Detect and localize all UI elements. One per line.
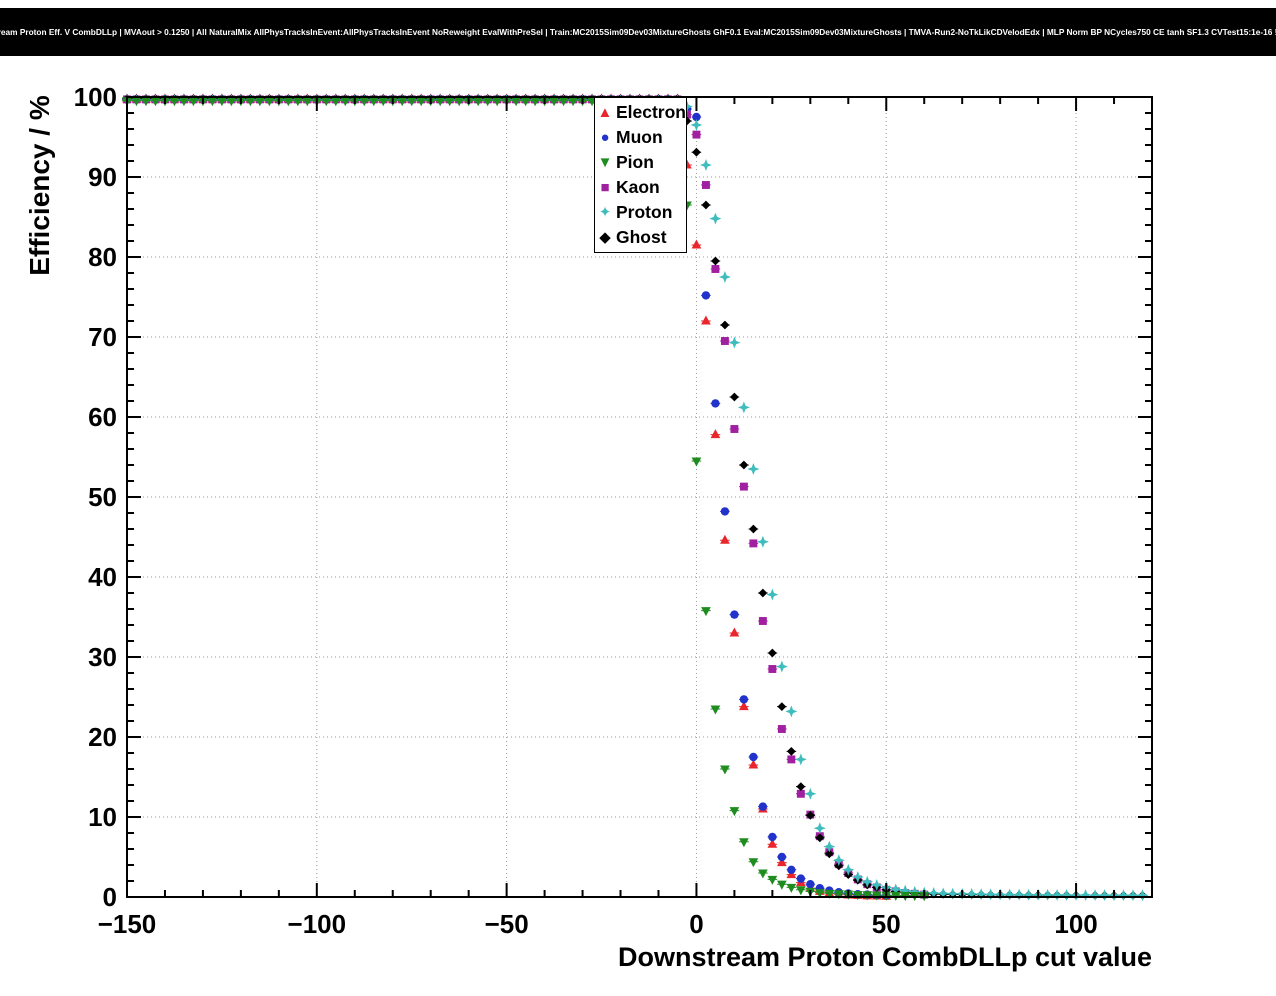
legend-label: Ghost xyxy=(616,227,667,247)
svg-text:60: 60 xyxy=(88,402,117,432)
legend-item-proton: ✦ Proton xyxy=(597,201,686,225)
svg-text:30: 30 xyxy=(88,642,117,672)
plot-title: Downstream Proton Eff. V CombDLLp | MVAo… xyxy=(0,27,1276,37)
svg-text:20: 20 xyxy=(88,722,117,752)
plot-title-bar: Downstream Proton Eff. V CombDLLp | MVAo… xyxy=(0,8,1276,56)
svg-text:0: 0 xyxy=(103,882,117,912)
pion-marker-icon: ▼ xyxy=(597,154,613,171)
muon-marker-icon: ● xyxy=(600,129,610,146)
svg-text:70: 70 xyxy=(88,322,117,352)
svg-text:80: 80 xyxy=(88,242,117,272)
kaon-marker-icon: ■ xyxy=(600,179,610,196)
legend-item-electron: ▲ Electron xyxy=(597,101,686,125)
legend-item-ghost: ◆ Ghost xyxy=(597,226,686,250)
legend-label: Proton xyxy=(616,202,673,222)
legend-item-muon: ● Muon xyxy=(597,126,686,150)
series-pion xyxy=(122,97,930,902)
tick-labels: −150 −100 −50 0 50 100 0 10 20 30 40 50 60 70 80 90 100 xyxy=(74,82,1098,939)
svg-text:−50: −50 xyxy=(485,909,529,939)
legend-label: Kaon xyxy=(616,177,660,197)
legend-label: Muon xyxy=(616,127,663,147)
svg-text:0: 0 xyxy=(689,909,703,939)
proton-marker-icon: ✦ xyxy=(598,204,612,221)
svg-text:−150: −150 xyxy=(98,909,157,939)
svg-text:50: 50 xyxy=(872,909,901,939)
svg-text:10: 10 xyxy=(88,802,117,832)
svg-text:−100: −100 xyxy=(288,909,347,939)
legend-label: Pion xyxy=(616,152,654,172)
legend-label: Electron xyxy=(615,102,686,122)
svg-text:40: 40 xyxy=(88,562,117,592)
y-axis-title: Efficiency / % xyxy=(24,95,55,276)
svg-text:100: 100 xyxy=(74,82,117,112)
legend-item-pion: ▼ Pion xyxy=(597,151,686,175)
legend-item-kaon: ■ Kaon xyxy=(597,176,686,200)
svg-text:100: 100 xyxy=(1054,909,1097,939)
svg-text:50: 50 xyxy=(88,482,117,512)
axis-ticks xyxy=(126,96,1153,898)
x-axis-title: Downstream Proton CombDLLp cut value xyxy=(617,942,1152,972)
legend-box: ▲ Electron ● Muon ▼ Pion ■ Kaon ✦ Proton… xyxy=(594,97,687,253)
svg-text:90: 90 xyxy=(88,162,117,192)
ghost-marker-icon: ◆ xyxy=(599,229,611,246)
electron-marker-icon: ▲ xyxy=(597,104,613,121)
